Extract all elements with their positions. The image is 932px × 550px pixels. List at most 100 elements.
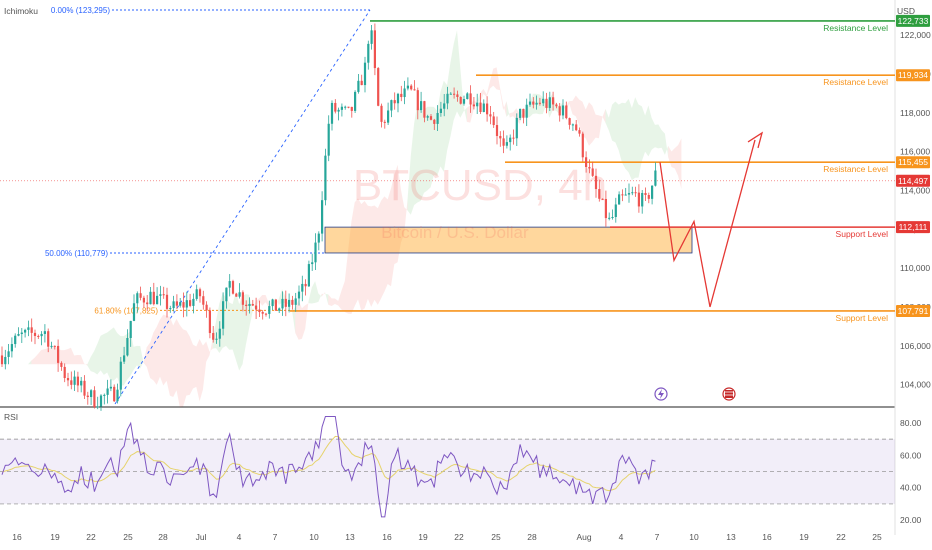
candle-body [651,185,654,199]
ichimoku-cloud-segment [209,337,213,356]
time-tick-label: 10 [309,532,319,542]
candle-body [393,100,396,104]
ichimoku-cloud-segment [503,101,507,117]
candle-body [446,93,449,104]
ichimoku-cloud-segment [44,348,48,365]
candle-body [20,332,23,335]
candle-body [291,299,294,305]
time-tick-label: 22 [454,532,464,542]
flag-glyph [725,390,733,398]
candle-body [251,303,254,306]
ichimoku-cloud-segment [80,355,85,365]
candle-body [492,116,495,126]
candle-body [169,308,172,310]
candle-body [387,110,390,123]
ichimoku-cloud-segment [671,148,675,169]
candle-body [535,102,538,105]
ichimoku-cloud-segment [655,124,659,149]
price-tag [896,14,930,27]
ichimoku-cloud-segment [486,80,490,98]
ichimoku-cloud-segment [381,196,385,299]
candle-body [179,302,182,306]
candle-body [403,88,406,98]
candle-body [113,386,116,402]
candle-body [317,233,320,243]
ichimoku-cloud-segment [189,336,193,395]
candle-body [439,108,442,113]
rsi-ma-line [1,435,656,492]
ichimoku-cloud-segment [595,114,599,139]
ichimoku-cloud-segment [196,338,200,402]
ichimoku-cloud-segment [605,108,609,131]
candle-body [241,292,244,305]
candle-body [238,292,241,297]
candle-body [311,262,314,265]
level-label: Resistance Level [823,77,888,87]
ichimoku-cloud-segment [77,355,81,365]
candle-body [103,394,106,396]
candle-body [284,298,287,307]
ichimoku-cloud-segment [374,205,378,305]
ichimoku-cloud-segment [216,303,220,353]
candle-body [47,331,50,347]
ichimoku-cloud-segment [235,291,240,371]
candle-body [202,296,205,305]
ichimoku-cloud-segment [156,319,160,385]
time-tick-label: 19 [799,532,809,542]
candle-body [37,335,40,337]
time-tick-label: 10 [689,532,699,542]
candle-body [654,170,657,186]
candle-body [555,104,558,107]
ichimoku-cloud-segment [232,291,236,360]
level-label: Resistance Level [823,164,888,174]
candle-body [396,93,400,104]
support-zone [324,226,693,254]
ichimoku-cloud-segment [387,188,391,287]
candle-body [588,167,591,169]
candle-body [231,281,235,294]
candle-body [634,192,637,194]
candle-body [146,302,149,305]
candle-body [261,312,264,314]
time-tick-label: 22 [836,532,846,542]
candle-body [604,198,607,219]
ichimoku-cloud-segment [645,105,649,157]
candle-body [594,175,598,190]
ichimoku-cloud-segment [424,106,428,193]
ichimoku-cloud-segment [664,133,669,158]
ichimoku-cloud-segment [397,164,401,263]
price-tag [896,69,930,82]
time-tick-label: 19 [418,532,428,542]
candle-body [631,192,634,194]
ichimoku-cloud-segment [318,293,322,302]
ichimoku-cloud-segment [90,351,94,373]
ichimoku-cloud-segment [351,202,355,314]
ichimoku-cloud-segment [473,100,477,111]
candle-body [423,101,426,118]
ichimoku-cloud-segment [37,349,42,365]
candle-body [83,380,86,396]
candle-body [99,395,103,407]
candle-body [162,294,165,296]
ichimoku-cloud-segment [103,332,108,375]
candle-body [565,105,568,119]
candle-body [373,30,376,69]
candle-body [17,334,20,336]
ichimoku-cloud-segment [169,316,174,398]
candle-body [258,309,261,313]
candle-body [136,293,139,304]
ichimoku-cloud-segment [447,62,451,151]
candle-body [416,90,419,111]
candle-body [406,85,409,89]
ichimoku-cloud-segment [140,345,144,369]
candle-body [578,130,581,134]
candle-body [268,306,271,314]
candle-body [7,351,10,357]
ichimoku-cloud-segment [64,349,68,365]
ichimoku-cloud-segment [97,335,101,375]
ichimoku-cloud-segment [67,347,71,365]
candle-body [321,200,324,234]
ichimoku-cloud-segment [107,329,111,380]
candle-body [354,91,357,111]
